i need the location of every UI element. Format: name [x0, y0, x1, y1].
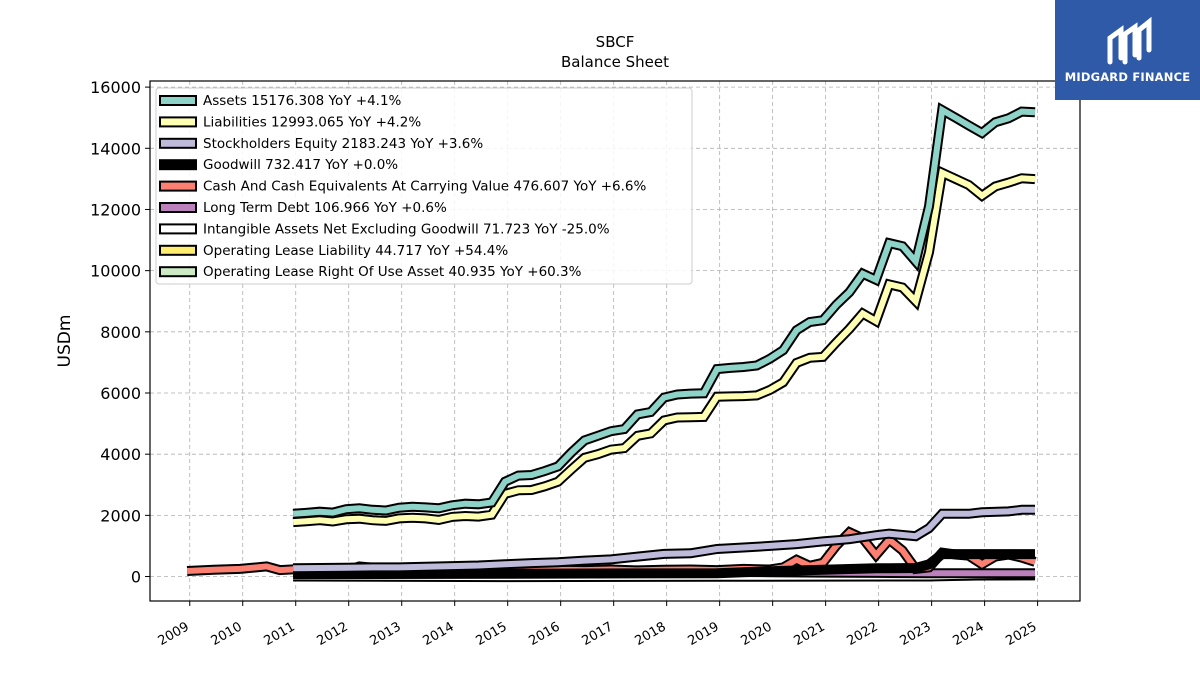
y-axis-label: USDm	[55, 315, 75, 368]
y-tick-label: 0	[131, 568, 141, 587]
x-tick-label: 2016	[527, 619, 563, 649]
x-tick-label: 2012	[315, 619, 351, 649]
x-tick-label: 2021	[791, 619, 827, 649]
legend-swatch-intangible-assets-net-excluding-goodwill	[159, 223, 197, 235]
x-tick-label: 2015	[474, 619, 510, 649]
x-tick-label: 2014	[421, 619, 457, 649]
legend-swatch-assets	[159, 95, 197, 106]
legend-swatch-stockholders-equity	[159, 137, 197, 149]
y-tick-label: 8000	[100, 323, 141, 342]
series-layer	[186, 102, 1037, 583]
y-tick-label: 16000	[90, 78, 141, 97]
series-line-liabilities	[292, 168, 1036, 526]
y-tick-label: 4000	[100, 445, 141, 464]
x-tick-label: 2019	[685, 619, 721, 649]
x-tick-label: 2010	[209, 619, 245, 649]
legend-label-stockholders-equity: Stockholders Equity 2183.243 YoY +3.6%	[203, 136, 483, 152]
y-tick-label: 10000	[90, 262, 141, 281]
legend-label-operating-lease-right-of-use-asset: Operating Lease Right Of Use Asset 40.93…	[203, 264, 582, 280]
legend-swatch-long-term-debt	[159, 202, 197, 213]
x-tick-label: 2011	[262, 619, 298, 649]
legend-swatch-liabilities	[159, 116, 197, 128]
x-tick-label: 2025	[1003, 619, 1039, 649]
legend-label-assets: Assets 15176.308 YoY +4.1%	[203, 93, 402, 109]
series-line-goodwill	[293, 551, 1035, 578]
legend-label-goodwill: Goodwill 732.417 YoY +0.0%	[203, 157, 398, 173]
x-tick-label: 2023	[897, 619, 933, 649]
x-tick-label: 2009	[156, 619, 192, 649]
brand-logo: MIDGARD FINANCE	[1055, 0, 1200, 100]
y-tick-label: 12000	[90, 200, 141, 219]
chart-subtitle: Balance Sheet	[561, 53, 669, 71]
legend-label-cash-and-cash-equivalents-at-carrying-value: Cash And Cash Equivalents At Carrying Va…	[203, 179, 647, 195]
legend-swatch-operating-lease-right-of-use-asset	[159, 266, 197, 278]
y-tick-label: 6000	[100, 384, 141, 403]
chart-title: SBCF	[596, 33, 635, 51]
legend-swatch-goodwill	[159, 159, 197, 171]
brand-name: MIDGARD FINANCE	[1064, 70, 1191, 84]
x-tick-label: 2020	[738, 619, 774, 649]
legend-label-long-term-debt: Long Term Debt 106.966 YoY +0.6%	[203, 200, 447, 216]
x-tick-label: 2018	[633, 619, 669, 649]
legend-label-liabilities: Liabilities 12993.065 YoY +4.2%	[203, 114, 421, 130]
plot-frame	[149, 80, 1081, 602]
x-tick-label: 2013	[368, 619, 404, 649]
legend: Assets 15176.308 YoY +4.1% Liabilities 12…	[155, 87, 693, 285]
x-tick-label: 2022	[844, 619, 880, 649]
y-tick-label: 2000	[100, 506, 141, 525]
legend-box	[155, 87, 693, 285]
x-tick-label: 2024	[950, 619, 986, 649]
series-line-stockholders-equity	[293, 506, 1035, 572]
y-tick-label: 14000	[90, 139, 141, 158]
legend-swatch-operating-lease-liability	[159, 244, 197, 256]
x-tick-label: 2017	[580, 619, 616, 649]
brand-mark-icon	[1107, 16, 1152, 65]
legend-label-operating-lease-liability: Operating Lease Liability 44.717 YoY +54…	[203, 243, 508, 259]
legend-label-intangible-assets-net-excluding-goodwill: Intangible Assets Net Excluding Goodwill…	[203, 221, 610, 237]
series-line-assets	[292, 105, 1036, 517]
legend-swatch-cash-and-cash-equivalents-at-carrying-value	[159, 180, 197, 192]
